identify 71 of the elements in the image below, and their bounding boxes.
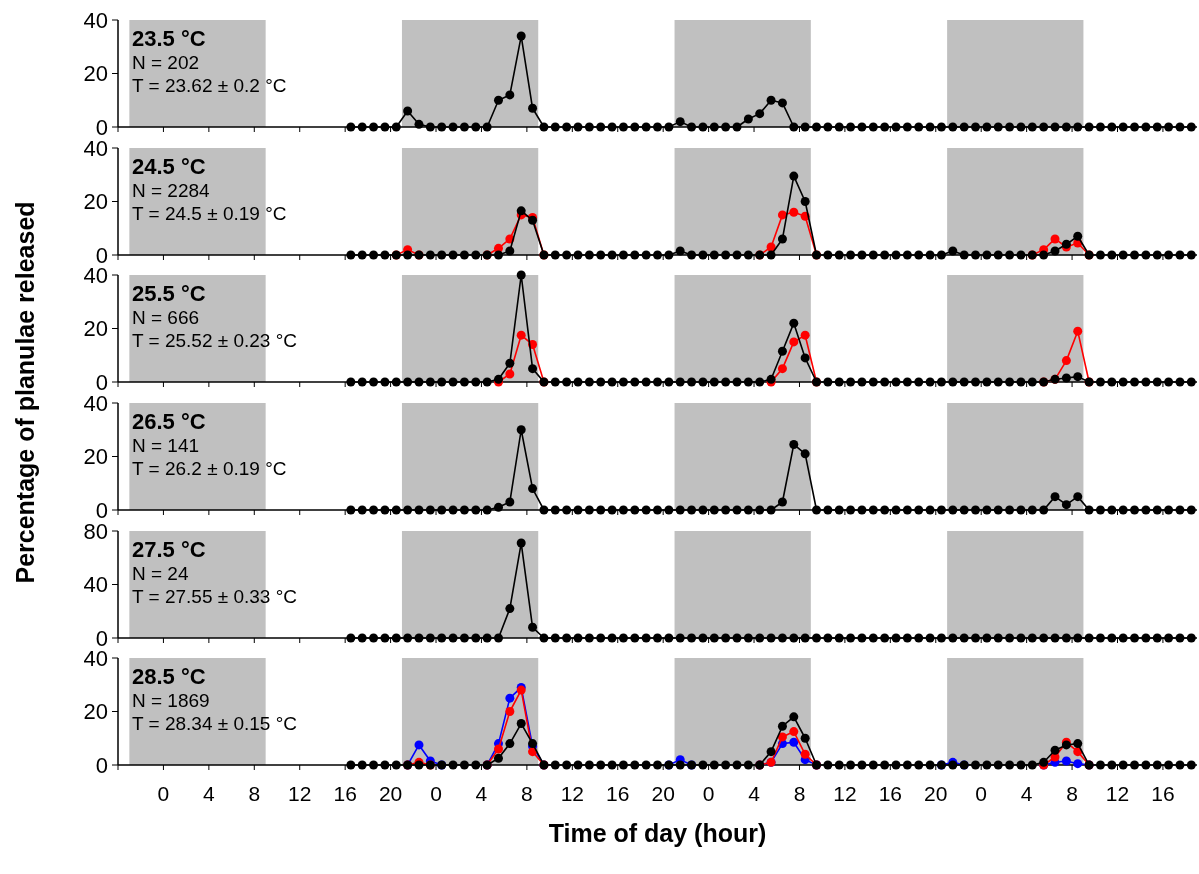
annotation: N = 24 <box>132 563 189 584</box>
x-tick-label: 20 <box>924 782 948 805</box>
x-tick-label: 16 <box>1151 782 1175 805</box>
point <box>1061 756 1071 766</box>
annotation: 28.5 °C <box>132 664 206 689</box>
x-tick-label: 0 <box>430 782 442 805</box>
point <box>800 330 810 340</box>
point <box>789 337 799 347</box>
y-tick-label: 20 <box>83 699 108 725</box>
x-tick-label: 4 <box>1020 782 1033 805</box>
annotation: N = 1869 <box>132 690 210 711</box>
x-tick-label: 8 <box>248 782 261 805</box>
annotation: 26.5 °C <box>132 409 206 434</box>
point <box>777 732 787 742</box>
annotation: N = 202 <box>132 52 200 73</box>
y-axis-title: Percentage of planulae released <box>11 201 39 584</box>
annotation: T = 27.55 ± 0.33 °C <box>132 586 298 607</box>
x-tick-label: 20 <box>378 782 403 805</box>
y-tick-label: 40 <box>83 7 108 33</box>
x-tick-label: 8 <box>521 782 533 805</box>
x-tick-label: 8 <box>793 782 806 805</box>
y-tick-label: 20 <box>83 444 108 470</box>
point <box>1073 326 1083 336</box>
x-tick-label: 0 <box>157 782 170 805</box>
point <box>800 749 810 759</box>
x-tick-label: 12 <box>1105 782 1130 805</box>
x-tick-label: 12 <box>288 782 312 805</box>
y-tick-label: 0 <box>95 752 108 778</box>
annotation: T = 26.2 ± 0.19 °C <box>132 458 287 479</box>
y-tick-label: 20 <box>83 189 108 215</box>
point <box>777 364 787 374</box>
point <box>766 242 776 252</box>
x-tick-label: 4 <box>748 782 761 805</box>
annotation: N = 666 <box>132 307 200 328</box>
point <box>505 369 515 379</box>
annotation: T = 28.34 ± 0.15 °C <box>132 713 298 734</box>
y-tick-label: 40 <box>83 572 108 598</box>
point <box>1050 234 1060 244</box>
point <box>789 207 799 217</box>
point <box>1073 759 1083 769</box>
point <box>789 737 799 747</box>
annotation: 25.5 °C <box>132 281 206 306</box>
annotation: T = 23.62 ± 0.2 °C <box>132 75 287 96</box>
annotation: 27.5 °C <box>132 537 206 562</box>
point <box>414 740 424 750</box>
x-tick-label: 20 <box>651 782 675 805</box>
x-tick-label: 4 <box>475 782 488 805</box>
point <box>493 744 503 754</box>
point <box>789 727 799 737</box>
y-tick-label: 20 <box>83 316 108 342</box>
x-tick-label: 0 <box>975 782 988 805</box>
x-tick-label: 8 <box>1066 782 1078 805</box>
x-tick-label: 16 <box>878 782 903 805</box>
x-tick-label: 4 <box>203 782 216 805</box>
annotation: N = 2284 <box>132 180 211 201</box>
point <box>1061 356 1071 366</box>
annotation: T = 24.5 ± 0.19 °C <box>132 203 287 224</box>
annotation: 24.5 °C <box>132 154 206 179</box>
annotation: T = 25.52 ± 0.23 °C <box>132 330 298 351</box>
y-tick-label: 20 <box>83 61 108 87</box>
x-tick-label: 16 <box>333 782 357 805</box>
point <box>505 707 515 716</box>
point <box>516 330 526 340</box>
x-tick-label: 12 <box>833 782 857 805</box>
x-tick-label: 0 <box>702 782 715 805</box>
x-tick-label: 12 <box>560 782 584 805</box>
x-tick-label: 16 <box>606 782 630 805</box>
annotation: N = 141 <box>132 435 200 456</box>
annotation: 23.5 °C <box>132 26 206 51</box>
x-axis-title: Time of day (hour) <box>548 819 767 847</box>
point <box>505 693 515 703</box>
